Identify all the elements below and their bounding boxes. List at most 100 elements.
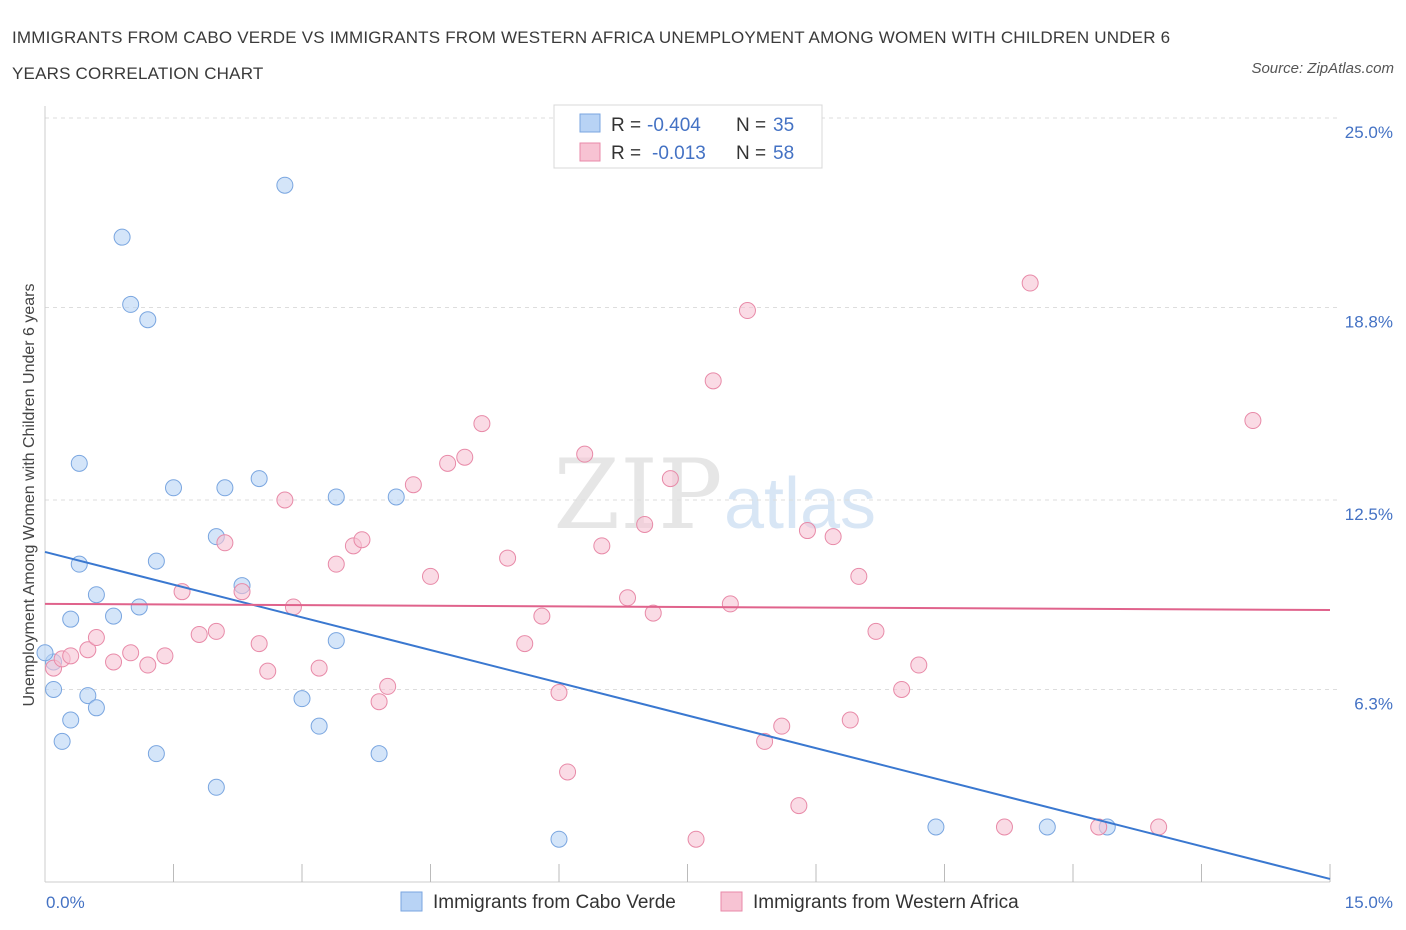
point-blue-27 bbox=[327, 488, 345, 506]
grid bbox=[45, 117, 1340, 690]
axes bbox=[44, 106, 1331, 883]
point-pink-54 bbox=[995, 818, 1013, 836]
point-pink-14 bbox=[250, 635, 268, 653]
point-pink-29 bbox=[499, 549, 517, 567]
trend-line-blue bbox=[44, 550, 1331, 880]
point-pink-41 bbox=[704, 372, 722, 390]
point-pink-22 bbox=[370, 693, 388, 711]
point-pink-44 bbox=[756, 732, 774, 750]
point-blue-11 bbox=[105, 607, 123, 625]
y-tick-label-3: 25.0% bbox=[1345, 123, 1393, 142]
point-blue-25 bbox=[293, 690, 311, 708]
point-blue-29 bbox=[370, 745, 388, 763]
point-pink-26 bbox=[439, 454, 457, 472]
point-blue-5 bbox=[62, 711, 80, 729]
point-pink-3 bbox=[79, 641, 97, 659]
point-blue-0 bbox=[45, 680, 63, 698]
point-pink-39 bbox=[661, 470, 679, 488]
point-pink-7 bbox=[139, 656, 157, 674]
y-tick-label-0: 6.3% bbox=[1354, 694, 1393, 713]
point-pink-5 bbox=[105, 653, 123, 671]
point-pink-21 bbox=[353, 531, 371, 549]
point-blue-9 bbox=[87, 699, 105, 717]
x-tick-label-0: 0.0% bbox=[46, 893, 85, 912]
point-pink-18 bbox=[310, 659, 328, 677]
point-blue-17 bbox=[147, 745, 165, 763]
point-blue-8 bbox=[79, 687, 97, 705]
legend-n-label-2: N = bbox=[736, 143, 766, 164]
x-tick-labels: 0.0% 15.0% bbox=[46, 893, 1393, 912]
point-pink-37 bbox=[636, 515, 654, 533]
point-pink-16 bbox=[276, 491, 294, 509]
point-pink-45 bbox=[773, 717, 791, 735]
point-blue-14 bbox=[130, 598, 148, 616]
y-axis-label: Unemployment Among Women with Children U… bbox=[21, 283, 38, 706]
point-blue-33 bbox=[1038, 818, 1056, 836]
point-pink-42 bbox=[721, 595, 739, 613]
point-pink-10 bbox=[190, 625, 208, 643]
point-pink-28 bbox=[473, 415, 491, 433]
point-pink-31 bbox=[533, 607, 551, 625]
point-pink-6 bbox=[122, 644, 140, 662]
legend-n-value-1: 35 bbox=[773, 115, 794, 136]
point-blue-7 bbox=[70, 454, 88, 472]
point-pink-57 bbox=[1150, 818, 1168, 836]
point-pink-32 bbox=[550, 684, 568, 702]
point-blue-10 bbox=[87, 586, 105, 604]
point-blue-18 bbox=[165, 479, 182, 497]
point-pink-46 bbox=[790, 797, 808, 815]
point-pink-36 bbox=[619, 589, 637, 607]
data-points bbox=[36, 176, 1262, 848]
y-tick-labels: 6.3% 12.5% 18.8% 25.0% bbox=[1345, 123, 1393, 713]
point-blue-23 bbox=[250, 470, 268, 488]
bottom-legend-swatch-pink bbox=[720, 891, 743, 912]
point-blue-4 bbox=[62, 610, 80, 628]
bottom-legend: Immigrants from Cabo Verde Immigrants fr… bbox=[400, 891, 1019, 913]
trend-lines bbox=[44, 550, 1331, 880]
point-pink-33 bbox=[559, 763, 577, 781]
point-blue-3 bbox=[53, 732, 71, 750]
point-pink-15 bbox=[259, 662, 277, 680]
legend-r-label-2: R = bbox=[611, 143, 641, 164]
point-pink-58 bbox=[1244, 412, 1262, 430]
legend-n-label-1: N = bbox=[736, 115, 766, 136]
point-blue-12 bbox=[113, 228, 131, 246]
point-pink-51 bbox=[867, 622, 885, 640]
point-blue-21 bbox=[216, 479, 234, 497]
point-pink-55 bbox=[1021, 274, 1039, 292]
point-pink-24 bbox=[404, 476, 422, 494]
point-pink-52 bbox=[893, 680, 911, 698]
point-blue-32 bbox=[927, 818, 945, 836]
legend-r-value-1: -0.404 bbox=[647, 115, 701, 136]
source-label: Source: ZipAtlas.com bbox=[1251, 60, 1394, 77]
legend-swatch-blue bbox=[579, 113, 601, 133]
point-pink-23 bbox=[379, 677, 397, 695]
point-blue-31 bbox=[550, 830, 568, 848]
point-pink-34 bbox=[576, 445, 594, 463]
chart-title: IMMIGRANTS FROM CABO VERDE VS IMMIGRANTS… bbox=[12, 28, 1171, 83]
point-blue-2 bbox=[36, 644, 54, 662]
point-pink-50 bbox=[850, 567, 868, 585]
point-blue-15 bbox=[139, 311, 157, 329]
bottom-legend-label-blue: Immigrants from Cabo Verde bbox=[433, 892, 676, 913]
point-blue-26 bbox=[310, 717, 328, 735]
bottom-legend-label-pink: Immigrants from Western Africa bbox=[753, 892, 1019, 913]
point-pink-56 bbox=[1090, 818, 1108, 836]
point-pink-30 bbox=[516, 635, 534, 653]
point-pink-17 bbox=[284, 598, 302, 616]
point-pink-43 bbox=[738, 302, 756, 320]
y-tick-label-2: 18.8% bbox=[1345, 312, 1393, 331]
trend-line-pink bbox=[44, 602, 1331, 612]
point-pink-27 bbox=[456, 448, 474, 466]
point-pink-19 bbox=[327, 555, 345, 573]
legend-swatch-pink bbox=[579, 142, 601, 162]
point-blue-28 bbox=[327, 632, 345, 650]
point-blue-24 bbox=[276, 176, 294, 194]
point-pink-8 bbox=[156, 647, 174, 665]
point-pink-47 bbox=[798, 522, 816, 540]
legend-box: R = -0.404 N = 35 R = -0.013 N = 58 bbox=[553, 104, 823, 169]
y-tick-label-1: 12.5% bbox=[1345, 505, 1393, 524]
point-pink-40 bbox=[687, 830, 705, 848]
legend-r-label-1: R = bbox=[611, 115, 641, 136]
